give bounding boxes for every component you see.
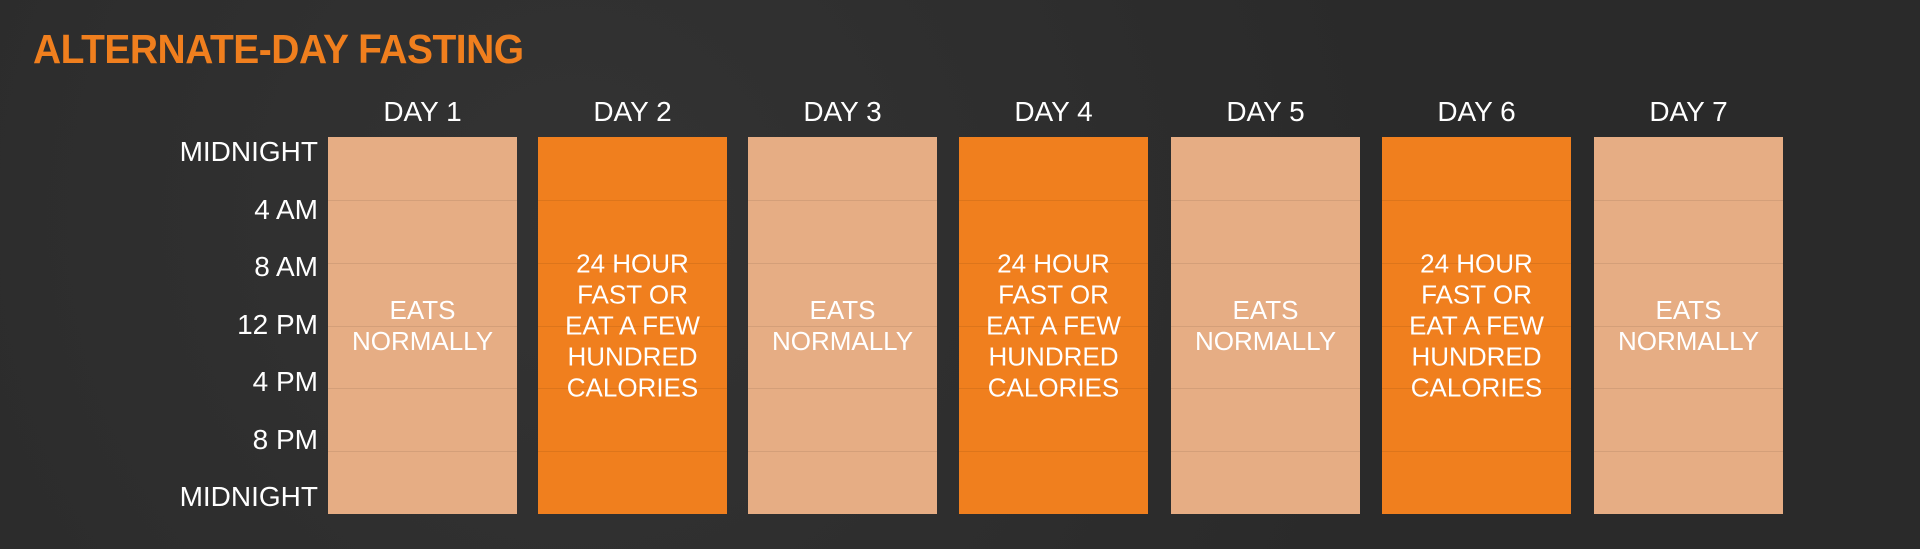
- hour-gridline: [959, 262, 1148, 264]
- day-description: EATS NORMALLY: [1194, 294, 1337, 356]
- time-label: 12 PM: [237, 308, 318, 340]
- hour-gridline: [1171, 199, 1360, 201]
- hour-gridline: [959, 451, 1148, 453]
- hour-gridline: [748, 199, 937, 201]
- hour-gridline: [538, 199, 727, 201]
- hour-gridline: [538, 262, 727, 264]
- day-column: DAY 4 24 HOUR FAST OR EAT A FEW HUNDRED C…: [959, 96, 1148, 514]
- hour-gridline: [1171, 388, 1360, 390]
- time-label: MIDNIGHT: [179, 136, 318, 167]
- day-description: 24 HOUR FAST OR EAT A FEW HUNDRED CALORI…: [986, 248, 1121, 402]
- page-title: ALTERNATE-DAY FASTING: [33, 26, 524, 72]
- hour-gridline: [1382, 325, 1571, 327]
- hour-gridline: [1594, 325, 1783, 327]
- day-label: DAY 2: [593, 96, 672, 127]
- hour-gridline: [959, 199, 1148, 201]
- hour-gridline: [1594, 262, 1783, 264]
- hour-gridline: [1382, 388, 1571, 390]
- day-label: DAY 4: [1014, 96, 1093, 127]
- hour-gridline: [748, 262, 937, 264]
- time-label: MIDNIGHT: [179, 481, 318, 512]
- day-label: DAY 5: [1226, 96, 1305, 127]
- day-column: DAY 1 EATS NORMALLY: [328, 96, 517, 514]
- hour-gridline: [1171, 262, 1360, 264]
- day-description: EATS NORMALLY: [1617, 294, 1760, 356]
- hour-gridline: [1382, 262, 1571, 264]
- day-description: 24 HOUR FAST OR EAT A FEW HUNDRED CALORI…: [565, 248, 700, 402]
- hour-gridline: [1171, 325, 1360, 327]
- day-description: 24 HOUR FAST OR EAT A FEW HUNDRED CALORI…: [1409, 248, 1544, 402]
- hour-gridline: [1382, 451, 1571, 453]
- day-label: DAY 3: [803, 96, 882, 127]
- hour-gridline: [1594, 388, 1783, 390]
- time-label: 4 PM: [252, 366, 318, 397]
- day-label: DAY 7: [1649, 96, 1728, 127]
- hour-gridline: [538, 388, 727, 390]
- hour-gridline: [748, 451, 937, 453]
- hour-gridline: [1171, 451, 1360, 453]
- hour-gridline: [748, 325, 937, 327]
- hour-gridline: [538, 325, 727, 327]
- day-description: EATS NORMALLY: [351, 294, 494, 356]
- day-column: DAY 7 EATS NORMALLY: [1594, 96, 1783, 514]
- day-column: DAY 5 EATS NORMALLY: [1171, 96, 1360, 514]
- hour-gridline: [748, 388, 937, 390]
- hour-gridline: [328, 262, 517, 264]
- hour-gridline: [328, 325, 517, 327]
- hour-gridline: [538, 451, 727, 453]
- day-label: DAY 1: [383, 96, 462, 127]
- hour-gridline: [328, 451, 517, 453]
- day-column: DAY 2 24 HOUR FAST OR EAT A FEW HUNDRED C…: [538, 96, 727, 514]
- hour-gridline: [328, 199, 517, 201]
- day-column: DAY 6 24 HOUR FAST OR EAT A FEW HUNDRED C…: [1382, 96, 1571, 514]
- day-label: DAY 6: [1437, 96, 1516, 127]
- hour-gridline: [959, 388, 1148, 390]
- time-label: 4 AM: [254, 193, 318, 225]
- time-label: 8 AM: [254, 251, 318, 282]
- hour-gridline: [1594, 199, 1783, 201]
- time-label: 8 PM: [252, 423, 318, 455]
- hour-gridline: [959, 325, 1148, 327]
- hour-gridline: [1382, 199, 1571, 201]
- hour-gridline: [1594, 451, 1783, 453]
- day-column: DAY 3 EATS NORMALLY: [748, 96, 937, 514]
- hour-gridline: [328, 388, 517, 390]
- day-description: EATS NORMALLY: [771, 294, 914, 356]
